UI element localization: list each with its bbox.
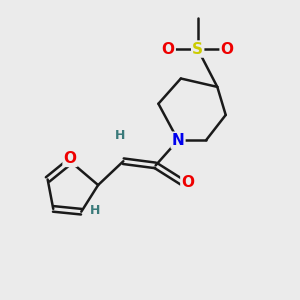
Text: S: S: [192, 41, 203, 56]
Text: O: O: [64, 151, 76, 166]
Text: O: O: [220, 41, 234, 56]
Text: N: N: [172, 133, 184, 148]
Text: O: O: [182, 175, 194, 190]
Text: O: O: [162, 41, 175, 56]
Text: H: H: [90, 204, 101, 217]
Text: H: H: [116, 130, 126, 142]
